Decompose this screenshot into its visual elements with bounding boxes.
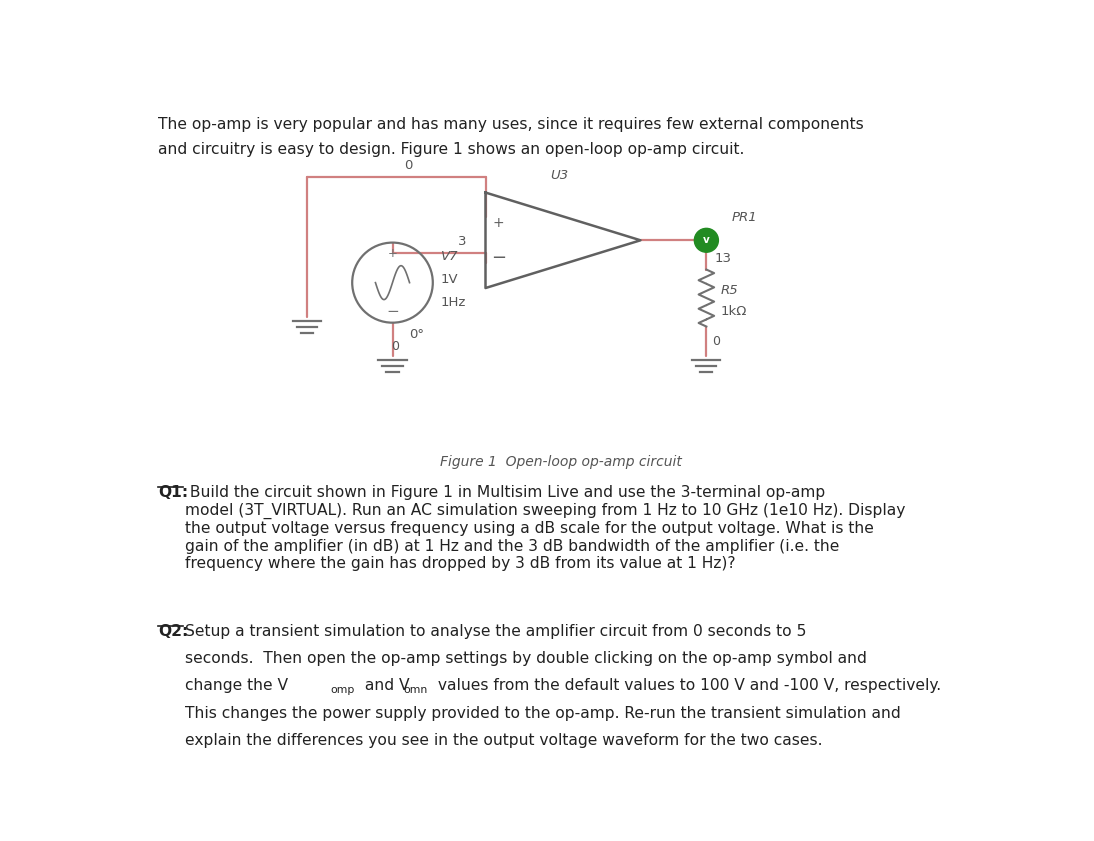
Text: U3: U3 <box>550 169 568 182</box>
Text: −: − <box>386 304 399 320</box>
Text: change the V: change the V <box>185 679 288 694</box>
Text: −: − <box>491 249 507 267</box>
Text: 13: 13 <box>714 252 731 265</box>
Text: Setup a transient simulation to analyse the amplifier circuit from 0 seconds to : Setup a transient simulation to analyse … <box>185 624 806 639</box>
Text: V7: V7 <box>441 250 458 263</box>
Text: explain the differences you see in the output voltage waveform for the two cases: explain the differences you see in the o… <box>185 733 823 748</box>
Text: Build the circuit shown in Figure 1 in Multisim Live and use the 3-terminal op-a: Build the circuit shown in Figure 1 in M… <box>185 485 905 571</box>
Text: This changes the power supply provided to the op-amp. Re-run the transient simul: This changes the power supply provided t… <box>185 706 900 721</box>
Text: 0: 0 <box>712 336 721 348</box>
Text: +: + <box>387 247 397 260</box>
Text: 1Hz: 1Hz <box>441 296 466 309</box>
Text: +: + <box>493 215 504 230</box>
Text: and circuitry is easy to design. Figure 1 shows an open-loop op-amp circuit.: and circuitry is easy to design. Figure … <box>159 142 745 156</box>
Text: R5: R5 <box>720 284 738 297</box>
Text: 1kΩ: 1kΩ <box>720 305 747 319</box>
Text: 3: 3 <box>458 235 466 248</box>
Text: PR1: PR1 <box>731 211 757 224</box>
Text: seconds.  Then open the op-amp settings by double clicking on the op-amp symbol : seconds. Then open the op-amp settings b… <box>185 651 866 666</box>
Text: Q1:: Q1: <box>159 485 188 500</box>
Circle shape <box>695 229 719 252</box>
Text: v: v <box>703 235 710 246</box>
Text: 0: 0 <box>404 160 412 172</box>
Text: 1V: 1V <box>441 273 458 286</box>
Text: and V: and V <box>360 679 409 694</box>
Text: The op-amp is very popular and has many uses, since it requires few external com: The op-amp is very popular and has many … <box>159 117 864 132</box>
Text: 0: 0 <box>391 340 399 353</box>
Text: Figure 1  Open-loop op-amp circuit: Figure 1 Open-loop op-amp circuit <box>440 455 682 469</box>
Text: omp: omp <box>330 685 354 696</box>
Text: values from the default values to 100 V and -100 V, respectively.: values from the default values to 100 V … <box>433 679 941 694</box>
Text: Q2:: Q2: <box>159 624 188 639</box>
Text: omn: omn <box>404 685 428 696</box>
Text: 0°: 0° <box>409 328 424 341</box>
